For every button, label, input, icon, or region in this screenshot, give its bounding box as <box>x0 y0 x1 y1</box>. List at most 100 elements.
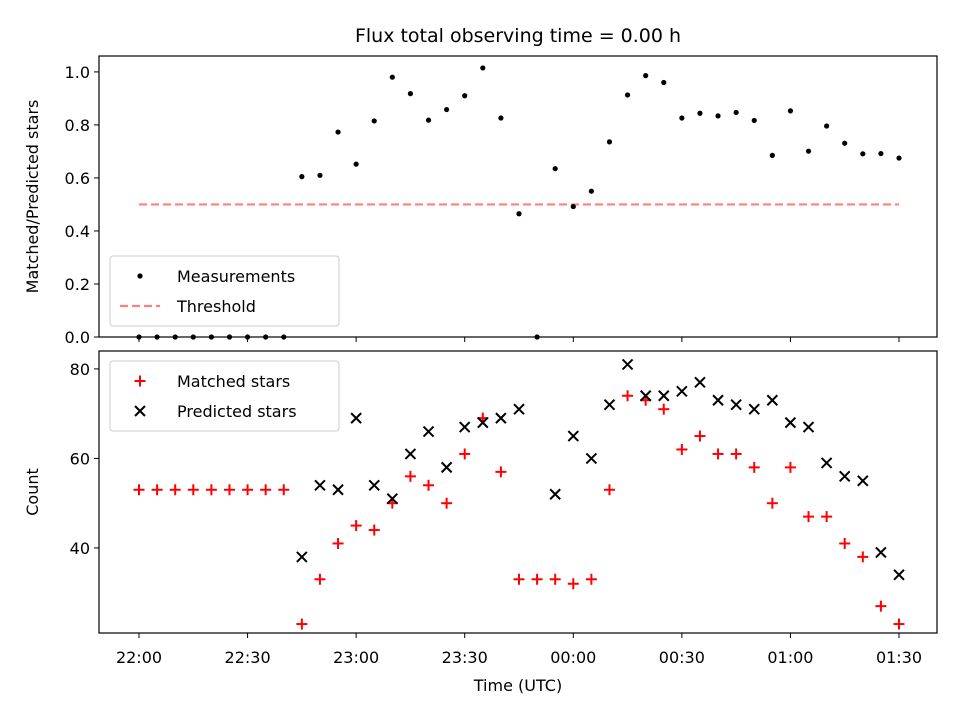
y-tick-label: 0.8 <box>65 116 90 135</box>
predicted-star-point <box>495 412 507 424</box>
legend-label: Measurements <box>177 267 295 286</box>
measurement-point <box>751 117 757 124</box>
predicted-star-point <box>748 403 760 415</box>
matched-star-point <box>441 497 453 509</box>
legend: Measurements Threshold <box>109 255 340 327</box>
predicted-star-stroke-b <box>857 475 869 487</box>
predicted-star-point <box>567 430 579 442</box>
measurement-point <box>462 93 468 99</box>
measurement-point <box>805 148 812 154</box>
matched-star-point <box>495 466 507 478</box>
predicted-star-point <box>784 416 797 429</box>
measurement-point <box>137 273 143 279</box>
measurement-point <box>679 115 685 121</box>
predicted-star-point <box>459 421 471 433</box>
matched-star-point <box>748 461 760 473</box>
plot-area <box>133 358 905 630</box>
x-tick-label: 22:00 <box>116 648 162 667</box>
predicted-star-point <box>802 421 815 433</box>
predicted-star-point <box>350 412 362 424</box>
matched-star-point <box>585 573 597 585</box>
measurement-point <box>371 118 377 124</box>
predicted-star-point <box>730 399 742 411</box>
measurement-point <box>824 123 830 129</box>
measurement-point <box>733 109 739 116</box>
y-tick-label: 0.2 <box>65 275 90 294</box>
measurement-point <box>769 152 775 159</box>
legend-box <box>109 255 340 327</box>
predicted-star-stroke-b <box>477 416 489 429</box>
matched-star-point <box>712 448 724 460</box>
predicted-star-stroke-b <box>134 405 146 417</box>
predicted-star-point <box>658 390 670 402</box>
predicted-star-stroke-b <box>802 421 815 433</box>
legend-label: Predicted stars <box>177 402 297 421</box>
matched-star-point <box>622 390 634 402</box>
measurement-point <box>878 150 884 157</box>
matched-star-point <box>134 375 146 387</box>
predicted-star-point <box>440 461 453 474</box>
measurement-point <box>552 166 558 172</box>
measurement-point <box>570 203 576 210</box>
matched-star-point <box>766 497 778 509</box>
y-axis-label: Matched/Predicted stars <box>23 100 42 294</box>
matched-star-point <box>187 484 199 496</box>
predicted-star-point <box>893 569 905 581</box>
predicted-star-point <box>712 394 724 406</box>
predicted-star-stroke-b <box>350 412 362 424</box>
predicted-star-point <box>422 425 435 438</box>
predicted-star-stroke-b <box>784 416 797 429</box>
predicted-star-point <box>676 385 688 397</box>
matched-star-point <box>694 430 706 442</box>
measurement-point <box>661 79 667 86</box>
measurement-point <box>715 113 721 119</box>
measurement-point <box>480 65 486 71</box>
axes-frame <box>98 350 938 634</box>
matched-star-point <box>875 600 887 612</box>
predicted-star-stroke-b <box>513 403 525 415</box>
predicted-star-stroke-b <box>676 385 688 397</box>
predicted-star-point <box>603 399 616 411</box>
predicted-star-point <box>477 416 489 429</box>
x-axis-label: Time (UTC) <box>473 676 562 695</box>
predicted-star-point <box>549 488 561 500</box>
chart-title: Flux total observing time = 0.00 h <box>355 25 681 47</box>
predicted-star-stroke-b <box>603 399 616 411</box>
predicted-star-point <box>875 546 887 559</box>
matched-star-point <box>567 578 579 590</box>
matched-star-point <box>513 573 525 585</box>
predicted-star-stroke-b <box>639 390 652 402</box>
matched-star-point <box>658 403 670 415</box>
predicted-star-stroke-b <box>440 461 453 474</box>
predicted-star-point <box>621 358 634 371</box>
measurement-point <box>389 74 395 80</box>
predicted-star-stroke-b <box>495 412 507 424</box>
predicted-star-point <box>332 484 344 496</box>
predicted-star-point <box>639 390 652 402</box>
matched-star-point <box>223 484 235 496</box>
x-tick-label: 00:00 <box>550 648 596 667</box>
matched-star-point <box>531 573 543 585</box>
predicted-star-stroke-b <box>368 479 380 491</box>
matched-star-point <box>133 484 145 496</box>
axes-frame <box>98 55 938 338</box>
x-tick-label: 23:30 <box>442 648 488 667</box>
measurement-point <box>353 161 359 167</box>
x-tick-label: 22:30 <box>225 648 271 667</box>
legend: Matched stars Predicted stars <box>109 360 340 432</box>
predicted-star-point <box>314 479 326 491</box>
predicted-star-stroke-b <box>314 479 326 491</box>
matched-star-point <box>242 484 254 496</box>
x-tick-label: 23:00 <box>333 648 379 667</box>
y-tick-label: 80 <box>70 360 90 379</box>
predicted-star-stroke-b <box>296 551 308 563</box>
matched-star-point <box>205 484 217 496</box>
predicted-star-stroke-b <box>712 394 724 406</box>
y-tick-label: 0.6 <box>65 169 90 188</box>
matched-star-point <box>368 524 380 536</box>
predicted-star-stroke-b <box>748 403 760 415</box>
matched-star-point <box>332 537 344 549</box>
measurement-point <box>498 115 504 121</box>
predicted-star-point <box>694 376 706 389</box>
